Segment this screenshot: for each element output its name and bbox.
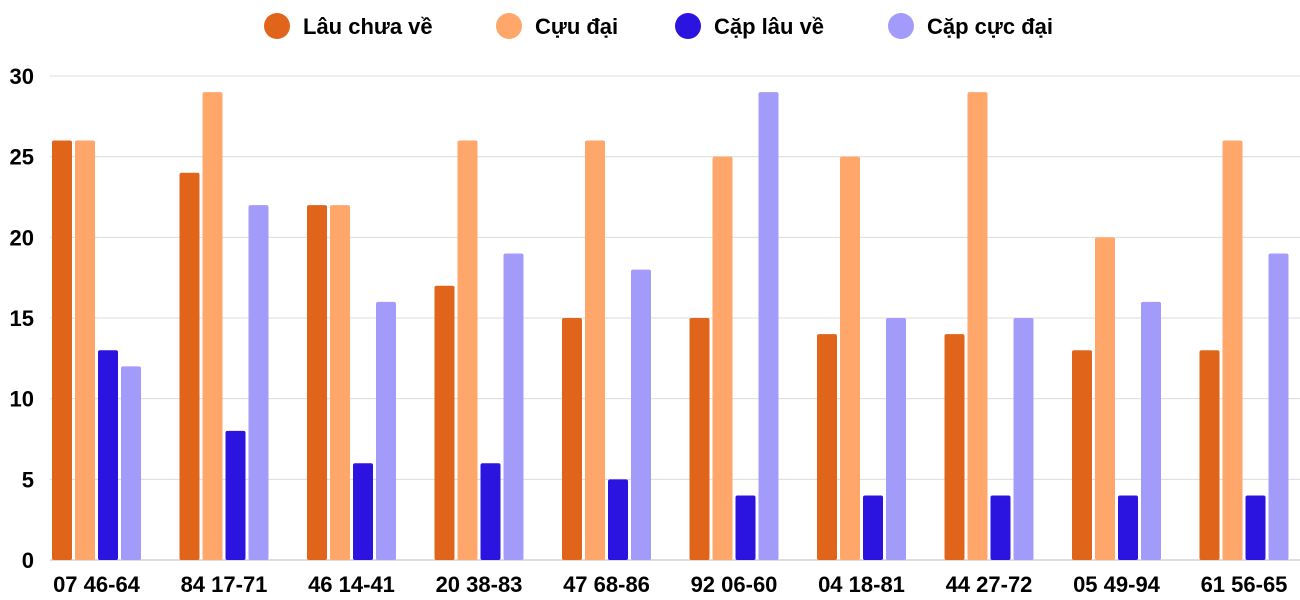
bar-cap-lau-ve-44-27-72	[990, 495, 1011, 560]
bar-lau-chua-ve-07-46-64	[52, 140, 72, 561]
bar-cap-lau-ve-07-46-64	[98, 350, 118, 560]
bar-cap-cuc-dai-20-38-83	[503, 253, 524, 560]
bar-group-46-14-41	[307, 205, 396, 561]
bar-cap-cuc-dai-44-27-72	[1013, 318, 1034, 560]
bar-cuu-dai-47-68-86	[585, 140, 605, 561]
bar-cap-lau-ve-05-49-94	[1118, 495, 1138, 560]
bar-lau-chua-ve-92-06-60	[689, 318, 710, 560]
bar-cap-cuc-dai-05-49-94	[1141, 301, 1161, 560]
bar-cap-lau-ve-47-68-86	[608, 479, 628, 560]
bar-cap-cuc-dai-04-18-81	[886, 318, 906, 560]
bar-group-05-49-94	[1072, 237, 1161, 561]
bar-cap-cuc-dai-92-06-60	[758, 92, 779, 560]
x-tick-label-84-17-71: 84 17-71	[181, 572, 268, 597]
y-axis-ticks: 0 5 10 15 20 25 30	[10, 64, 34, 573]
y-tick-label-0: 0	[22, 548, 34, 573]
bar-group-04-18-81	[817, 156, 906, 560]
bar-lau-chua-ve-20-38-83	[434, 285, 455, 560]
legend-label-lau-chua-ve: Lâu chưa về	[303, 14, 433, 39]
legend-label-cap-lau-ve: Cặp lâu về	[714, 14, 824, 39]
x-tick-label-44-27-72: 44 27-72	[946, 572, 1033, 597]
bar-group-44-27-72	[944, 92, 1034, 560]
bar-cuu-dai-05-49-94	[1095, 237, 1115, 561]
bar-cap-cuc-dai-84-17-71	[248, 205, 269, 561]
legend-swatch-cap-lau-ve	[675, 13, 701, 39]
x-axis-labels: 07 46-64 84 17-71 46 14-41 20 38-83 47 68-86…	[53, 572, 1287, 597]
bar-cap-cuc-dai-47-68-86	[631, 269, 651, 560]
bar-lau-chua-ve-05-49-94	[1072, 350, 1092, 560]
bar-cuu-dai-61-56-65	[1222, 140, 1243, 561]
bar-group-07-46-64	[52, 140, 141, 561]
bar-lau-chua-ve-84-17-71	[179, 172, 200, 561]
bar-cuu-dai-84-17-71	[202, 92, 223, 560]
x-tick-label-07-46-64: 07 46-64	[53, 572, 141, 597]
bar-cap-cuc-dai-07-46-64	[121, 366, 141, 560]
bar-lau-chua-ve-04-18-81	[817, 334, 837, 560]
bar-cap-cuc-dai-46-14-41	[376, 301, 396, 560]
x-tick-label-61-56-65: 61 56-65	[1201, 572, 1288, 597]
legend-item-lau-chua-ve[interactable]: Lâu chưa về	[264, 13, 433, 39]
bar-cuu-dai-44-27-72	[967, 92, 988, 560]
bar-group-47-68-86	[562, 140, 651, 561]
bar-cap-lau-ve-92-06-60	[735, 495, 756, 560]
bar-cap-lau-ve-61-56-65	[1245, 495, 1266, 560]
bar-group-61-56-65	[1199, 140, 1289, 561]
x-tick-label-92-06-60: 92 06-60	[691, 572, 778, 597]
bar-cuu-dai-07-46-64	[75, 140, 95, 561]
y-tick-label-20: 20	[10, 225, 34, 250]
bar-cuu-dai-20-38-83	[457, 140, 478, 561]
bars	[52, 92, 1289, 561]
bar-group-20-38-83	[434, 140, 524, 561]
legend-label-cap-cuc-dai: Cặp cực đại	[927, 14, 1053, 39]
legend-item-cap-cuc-dai[interactable]: Cặp cực đại	[888, 13, 1053, 39]
bar-cap-lau-ve-46-14-41	[353, 463, 373, 560]
x-tick-label-46-14-41: 46 14-41	[308, 572, 395, 597]
bar-lau-chua-ve-47-68-86	[562, 318, 582, 560]
bar-cuu-dai-92-06-60	[712, 156, 733, 560]
legend-label-cuu-dai: Cựu đại	[535, 14, 618, 39]
y-tick-label-15: 15	[10, 306, 34, 331]
bar-group-92-06-60	[689, 92, 779, 560]
legend: Lâu chưa về Cựu đại Cặp lâu về Cặp cực đại	[264, 13, 1053, 39]
legend-swatch-cap-cuc-dai	[888, 13, 914, 39]
y-tick-label-5: 5	[22, 467, 34, 492]
legend-item-cap-lau-ve[interactable]: Cặp lâu về	[675, 13, 824, 39]
y-tick-label-25: 25	[10, 145, 34, 170]
bar-lau-chua-ve-61-56-65	[1199, 350, 1220, 560]
legend-swatch-lau-chua-ve	[264, 13, 290, 39]
y-tick-label-10: 10	[10, 387, 34, 412]
bar-group-84-17-71	[179, 92, 269, 561]
bar-cuu-dai-46-14-41	[330, 205, 350, 561]
legend-item-cuu-dai[interactable]: Cựu đại	[496, 13, 618, 39]
bar-cap-lau-ve-04-18-81	[863, 495, 883, 560]
x-tick-label-20-38-83: 20 38-83	[436, 572, 523, 597]
bar-cap-lau-ve-20-38-83	[480, 463, 501, 560]
x-tick-label-04-18-81: 04 18-81	[818, 572, 905, 597]
legend-swatch-cuu-dai	[496, 13, 522, 39]
bar-lau-chua-ve-46-14-41	[307, 205, 327, 561]
bar-lau-chua-ve-44-27-72	[944, 334, 965, 560]
bar-cuu-dai-04-18-81	[840, 156, 860, 560]
x-tick-label-05-49-94: 05 49-94	[1073, 572, 1161, 597]
bar-cap-cuc-dai-61-56-65	[1268, 253, 1289, 560]
x-tick-label-47-68-86: 47 68-86	[563, 572, 650, 597]
bar-cap-lau-ve-84-17-71	[225, 430, 246, 560]
y-tick-label-30: 30	[10, 64, 34, 89]
